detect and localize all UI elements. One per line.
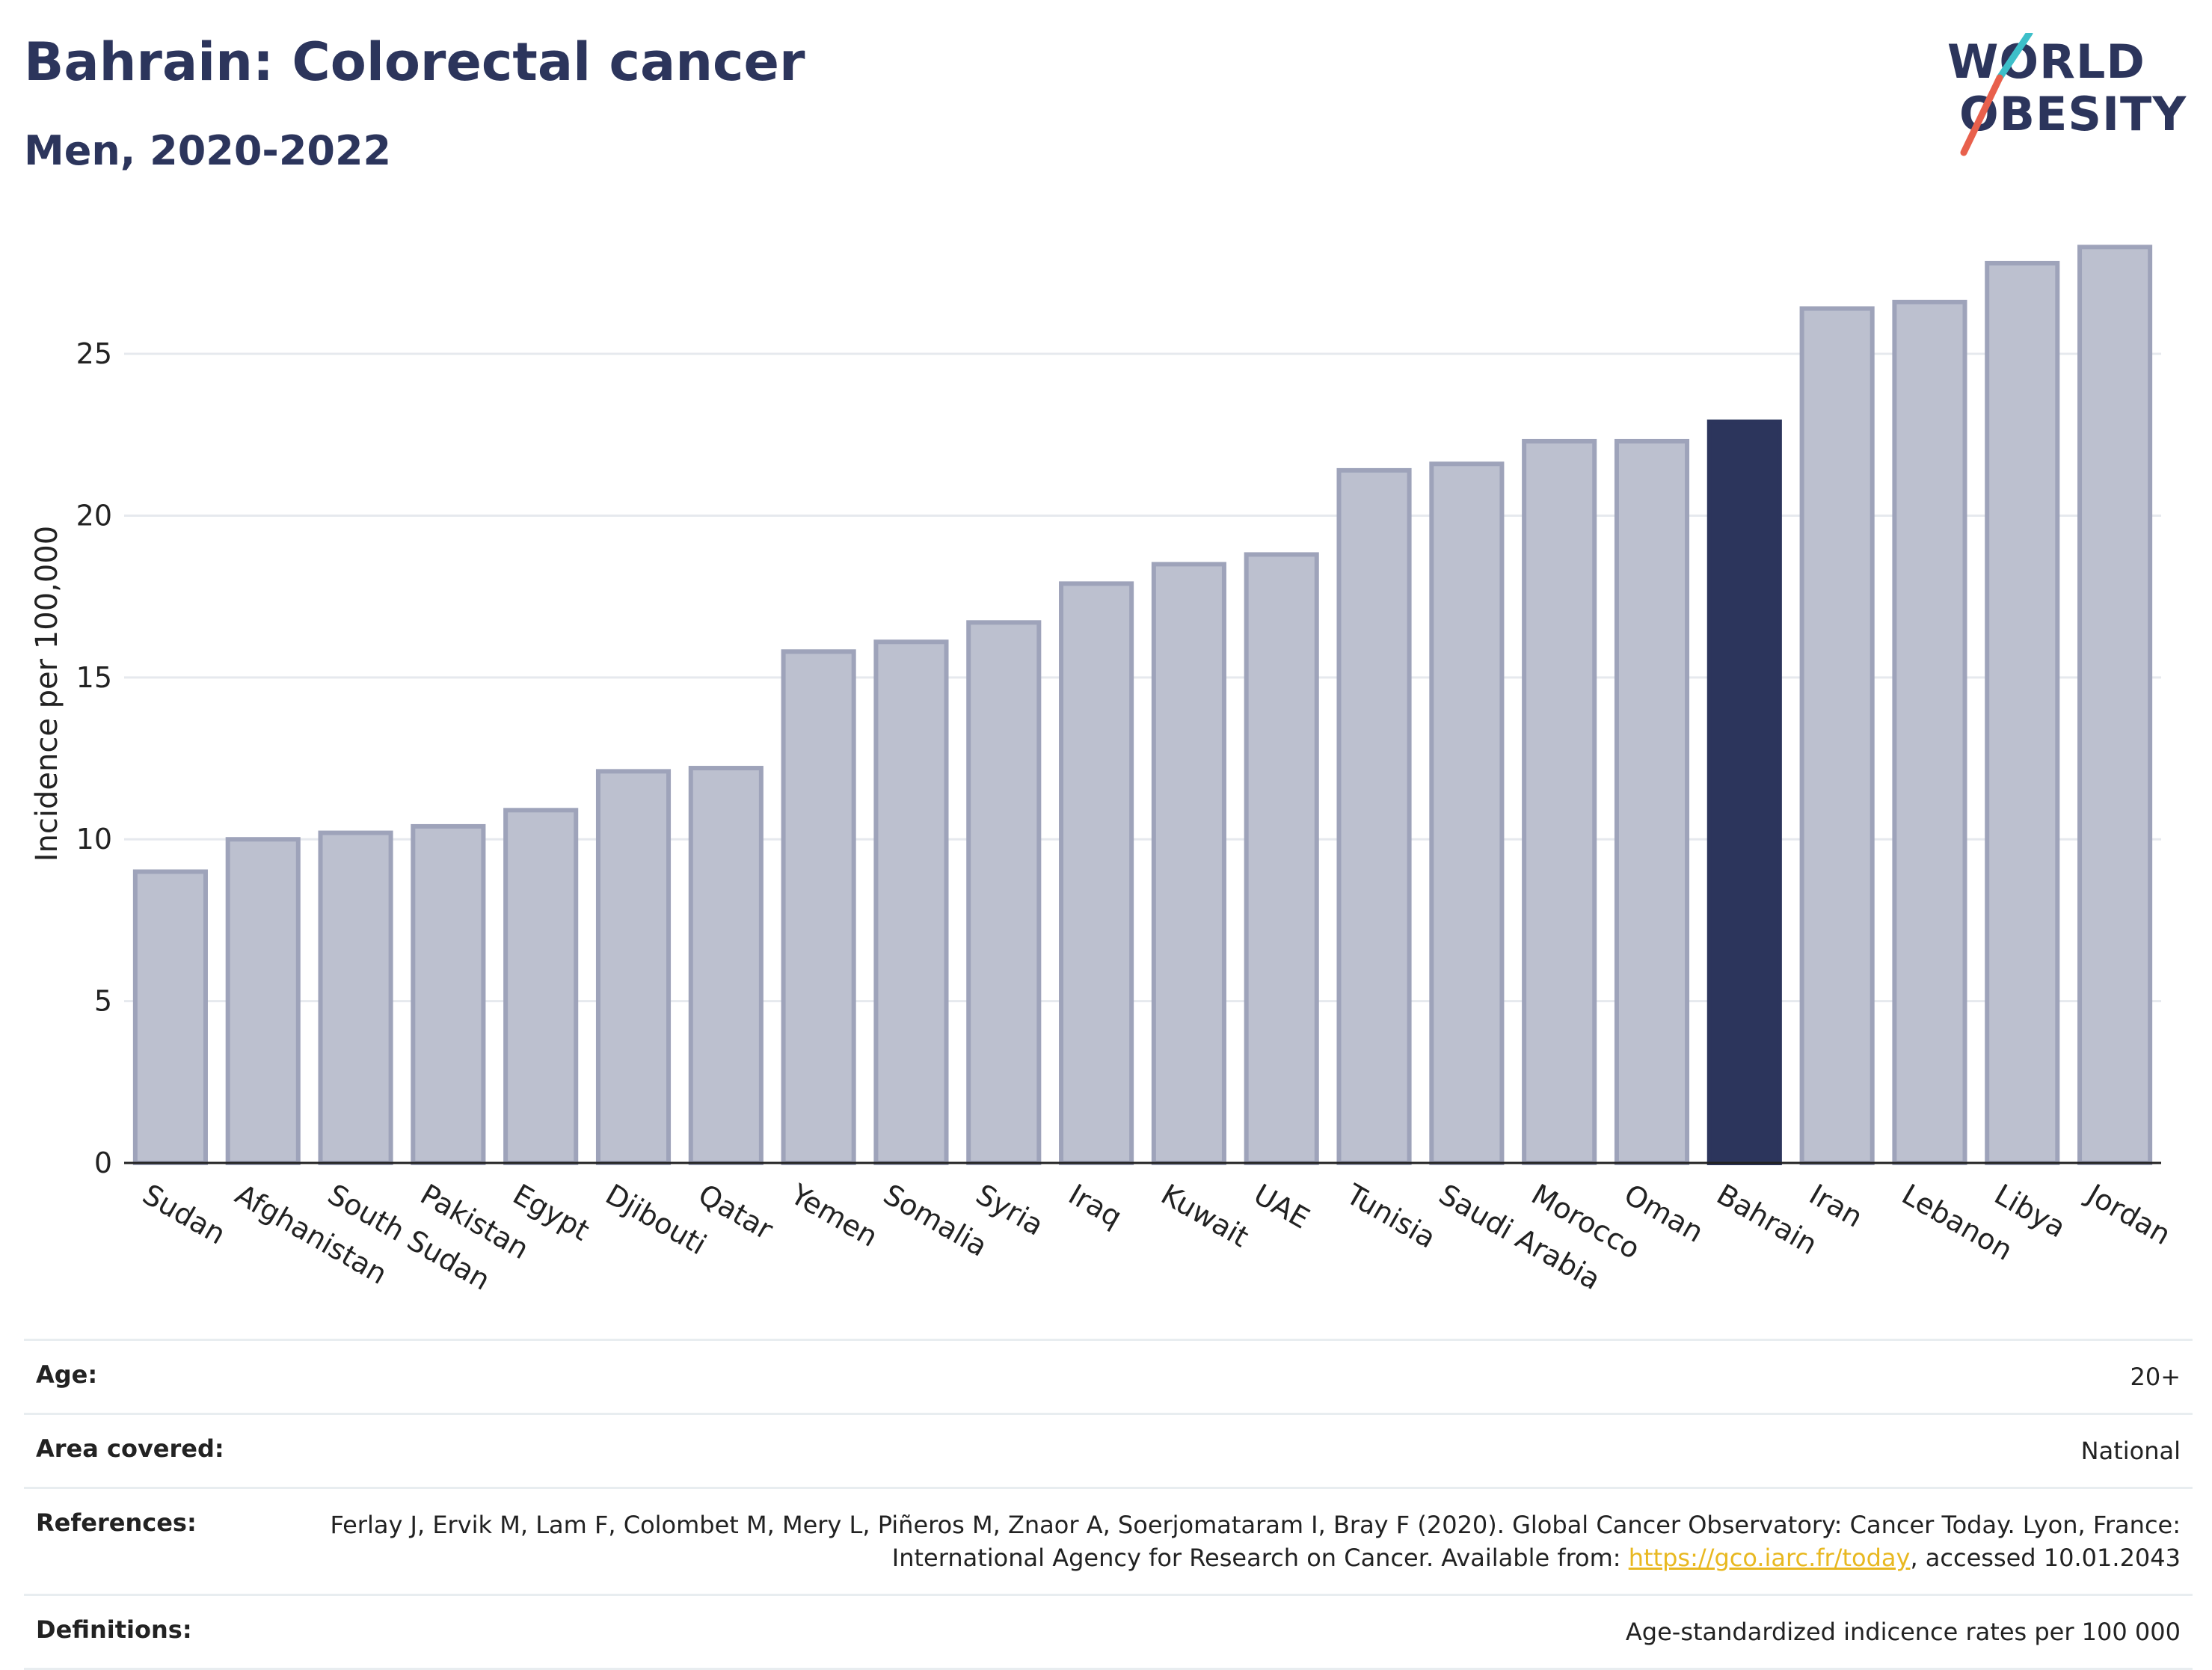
bar: [1429, 461, 1505, 1165]
x-tick-label: Djibouti: [600, 1178, 713, 1262]
x-tick-label: Iraq: [1063, 1178, 1128, 1234]
bar: [966, 620, 1042, 1165]
references-suffix: , accessed 10.01.2043: [1910, 1544, 2181, 1572]
y-tick-label: 0: [94, 1146, 112, 1179]
x-tick-label: Iran: [1804, 1178, 1868, 1234]
y-tick-label: 25: [76, 337, 112, 370]
y-axis-label: Incidence per 100,000: [30, 526, 64, 862]
bar: [1799, 306, 1875, 1166]
references-text: Ferlay J, Ervik M, Lam F, Colombet M, Me…: [330, 1511, 2181, 1572]
x-tick-label: Sudan: [137, 1178, 231, 1251]
page-title: Bahrain: Colorectal cancer: [24, 31, 805, 93]
area-value: National: [2080, 1437, 2181, 1465]
bar: [132, 869, 208, 1165]
page-subtitle: Men, 2020-2022: [24, 127, 392, 174]
bar: [503, 808, 579, 1165]
bar: [318, 830, 393, 1165]
definitions-label: Definitions:: [36, 1615, 192, 1644]
y-tick-label: 20: [76, 499, 112, 532]
bar: [1522, 438, 1597, 1165]
info-row-area: Area covered: National: [24, 1413, 2193, 1487]
bar: [225, 837, 301, 1165]
bar: [2077, 245, 2153, 1166]
info-row-references: References: Ferlay J, Ervik M, Lam F, Co…: [24, 1487, 2193, 1594]
bar: [873, 639, 949, 1165]
bar: [1151, 562, 1226, 1165]
logo-slash-red: [1960, 74, 2003, 156]
bar: [1059, 581, 1134, 1165]
logo-slash-teal: [1996, 33, 2033, 82]
info-row-definitions: Definitions: Age-standardized indicence …: [24, 1594, 2193, 1670]
definitions-value: Age-standardized indicence rates per 100…: [1625, 1618, 2181, 1646]
bar: [781, 649, 856, 1165]
references-label: References:: [36, 1508, 197, 1537]
bar: [1244, 552, 1319, 1165]
bar-highlight: [1706, 419, 1782, 1165]
x-tick-label: Somalia: [878, 1178, 993, 1263]
logo-line1: WORLD: [1947, 34, 2145, 89]
references-value: Ferlay J, Ervik M, Lam F, Colombet M, Me…: [311, 1508, 2181, 1574]
x-tick-label: UAE: [1248, 1178, 1315, 1235]
info-table: Age: 20+ Area covered: National Referenc…: [24, 1339, 2193, 1670]
references-link[interactable]: https://gco.iarc.fr/today: [1628, 1544, 1911, 1572]
bar: [1892, 299, 1967, 1166]
bar: [688, 766, 764, 1165]
bars: [132, 245, 2153, 1166]
y-tick-label: 10: [76, 823, 112, 856]
x-tick-label: Yemen: [784, 1177, 883, 1253]
bar: [1614, 438, 1690, 1165]
x-tick-label: Tunisia: [1340, 1177, 1441, 1255]
bar: [411, 823, 486, 1165]
logo-line2: OBESITY: [1959, 87, 2187, 141]
bar: [595, 769, 672, 1165]
info-row-age: Age: 20+: [24, 1339, 2193, 1413]
age-value: 20+: [2130, 1363, 2181, 1391]
age-label: Age:: [36, 1360, 98, 1389]
x-tick-label: Kuwait: [1155, 1178, 1254, 1254]
y-tick-label: 15: [76, 661, 112, 694]
x-tick-label: Bahrain: [1711, 1178, 1822, 1262]
area-label: Area covered:: [36, 1434, 224, 1463]
bar: [1985, 260, 2060, 1166]
y-tick-labels: 0 5 10 15 20 25: [76, 337, 112, 1179]
y-tick-label: 5: [94, 985, 112, 1018]
world-obesity-logo: WORLD OBESITY: [1947, 33, 2187, 156]
bar: [1336, 467, 1412, 1165]
x-tick-label: Jordan: [2080, 1177, 2176, 1252]
